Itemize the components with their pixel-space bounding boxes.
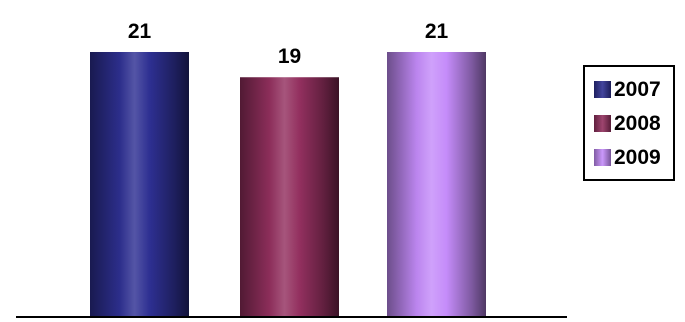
legend-item-2009: 2009	[594, 140, 673, 174]
bar-2007	[90, 52, 189, 317]
bars	[90, 52, 486, 317]
data-labels: 21 19 21	[128, 20, 449, 68]
data-label-2008: 19	[278, 45, 301, 68]
data-label-2009: 21	[425, 20, 449, 43]
bar-2008	[240, 77, 339, 317]
bar-2009	[387, 52, 486, 317]
legend-label-2007: 2007	[614, 77, 661, 101]
legend-item-2008: 2008	[594, 106, 673, 140]
legend-swatch-2007	[594, 80, 611, 98]
legend-label-2008: 2008	[614, 111, 661, 135]
data-label-2007: 21	[128, 20, 152, 43]
legend-item-2007: 2007	[594, 72, 673, 106]
legend-swatch-2008	[594, 114, 611, 132]
legend-swatch-2009	[594, 148, 611, 166]
legend: 2007 2008 2009	[583, 65, 675, 181]
legend-label-2009: 2009	[614, 145, 661, 169]
